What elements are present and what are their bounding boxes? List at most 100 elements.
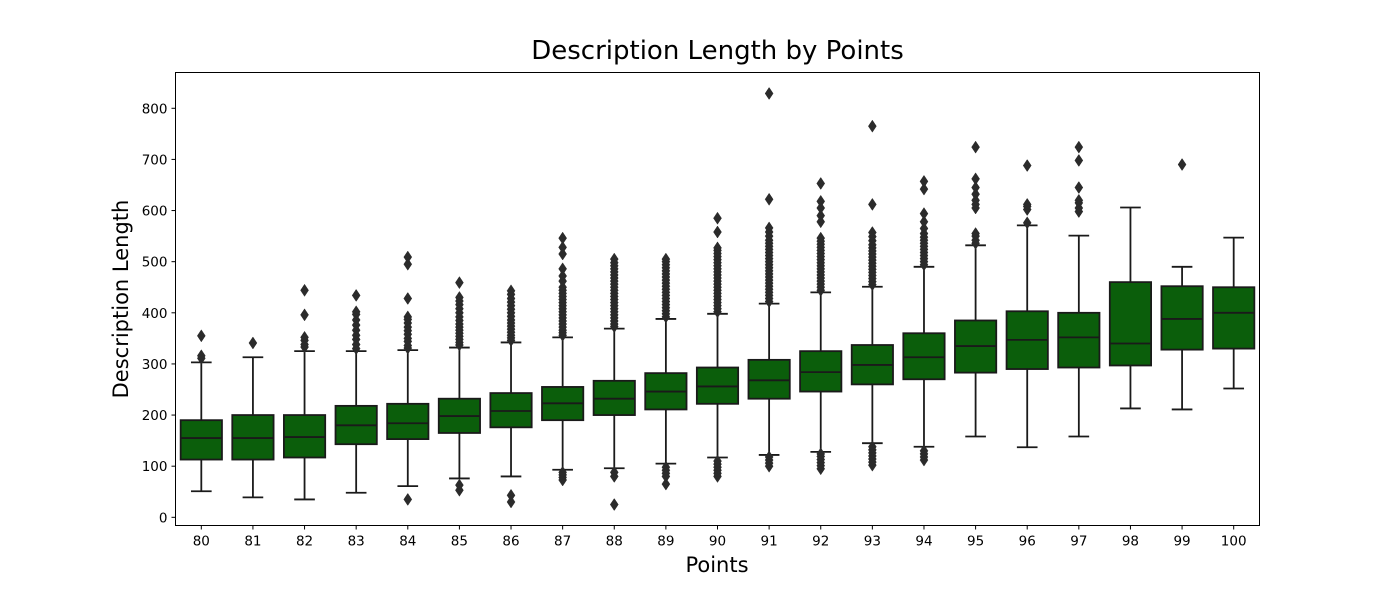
box-84 [386, 250, 430, 506]
box-83 [334, 288, 378, 494]
outlier-point [1022, 216, 1032, 230]
outlier-point [609, 465, 619, 479]
x-tick-label: 96 [1019, 534, 1036, 550]
box-92 [799, 176, 843, 476]
outlier-point [300, 308, 309, 322]
box-iqr [1160, 285, 1204, 351]
outlier-point [919, 444, 929, 458]
box-96 [1005, 159, 1049, 449]
outlier-point [506, 284, 516, 298]
outlier-point [351, 288, 361, 302]
outlier-point [868, 440, 877, 454]
outlier-point [403, 292, 413, 305]
outlier-point [455, 291, 464, 304]
outlier-point [919, 207, 929, 221]
y-tick-label: 600 [142, 204, 168, 220]
outlier-point [403, 257, 413, 271]
box-81 [231, 336, 275, 499]
outlier-point [197, 329, 206, 343]
outlier-point [403, 250, 413, 264]
outlier-point [455, 478, 464, 492]
outlier-point [506, 495, 516, 509]
box-99 [1160, 158, 1204, 411]
outlier-point [971, 140, 980, 154]
box-86 [489, 284, 533, 509]
outlier-point [868, 119, 877, 133]
outlier-point [248, 336, 258, 350]
box-88 [592, 252, 636, 511]
y-axis: 0 100 200 300 400 500 600 700 800 [142, 101, 176, 526]
box-iqr [1212, 286, 1256, 350]
outlier-point [1022, 159, 1032, 173]
x-tick-label: 88 [606, 534, 623, 550]
x-tick-label: 90 [709, 534, 726, 550]
box-iqr [747, 358, 791, 400]
box-82 [282, 283, 327, 501]
x-tick-label: 82 [296, 534, 313, 550]
outlier-point [506, 488, 516, 502]
outlier-point [455, 276, 464, 290]
x-tick-label: 91 [761, 534, 778, 550]
y-tick-label: 500 [142, 255, 168, 271]
outlier-point [558, 262, 567, 276]
x-tick-label: 87 [554, 534, 571, 550]
outlier-point [1022, 197, 1032, 211]
box-87 [541, 231, 585, 487]
y-tick-label: 100 [142, 459, 168, 475]
outlier-point [868, 226, 877, 239]
outlier-point [1074, 140, 1084, 154]
outlier-point [816, 231, 826, 245]
x-tick-label: 80 [193, 534, 210, 550]
x-tick-label: 89 [657, 534, 674, 550]
outlier-point [919, 174, 929, 188]
outlier-point [919, 221, 929, 235]
outlier-point [971, 187, 980, 201]
box-91 [747, 87, 791, 473]
outlier-point [1074, 181, 1084, 194]
x-tick-label: 94 [915, 534, 932, 550]
outlier-point [713, 225, 722, 239]
outlier-point [764, 450, 774, 464]
outlier-point [764, 221, 774, 235]
outlier-point [558, 231, 567, 245]
box-85 [437, 276, 481, 497]
outlier-point [1074, 193, 1084, 207]
y-tick-label: 800 [142, 101, 168, 117]
outlier-point [300, 330, 309, 344]
box-iqr [902, 332, 946, 381]
y-axis-label: Description Length [109, 200, 133, 399]
box-90 [695, 211, 740, 483]
y-tick-label: 300 [142, 357, 168, 373]
outlier-point [919, 182, 929, 196]
outlier-point [300, 283, 309, 297]
outlier-point [558, 269, 567, 283]
outlier-point [609, 498, 619, 511]
outlier-point [816, 176, 826, 190]
outlier-point [764, 87, 774, 100]
box-93 [850, 119, 894, 472]
outlier-point [609, 252, 619, 266]
outlier-point [713, 211, 722, 225]
box-94 [902, 174, 946, 467]
outlier-point [558, 247, 567, 261]
x-tick-label: 85 [451, 534, 468, 550]
outlier-point [558, 465, 567, 479]
outlier-point [661, 252, 671, 266]
x-tick-label: 86 [502, 534, 519, 550]
outlier-point [971, 227, 980, 241]
box-98 [1108, 206, 1153, 410]
outlier-point [713, 454, 722, 468]
y-tick-label: 400 [142, 306, 168, 322]
outlier-point [1177, 158, 1187, 171]
outlier-point [558, 240, 567, 254]
x-tick-label: 97 [1070, 534, 1087, 550]
box-97 [1057, 140, 1101, 438]
chart-title: Description Length by Points [531, 36, 904, 66]
box-100 [1212, 236, 1256, 390]
outlier-point [661, 477, 671, 491]
x-tick-label: 92 [812, 534, 829, 550]
box-80 [179, 329, 223, 493]
outlier-point [197, 349, 206, 363]
box-iqr [179, 419, 223, 461]
